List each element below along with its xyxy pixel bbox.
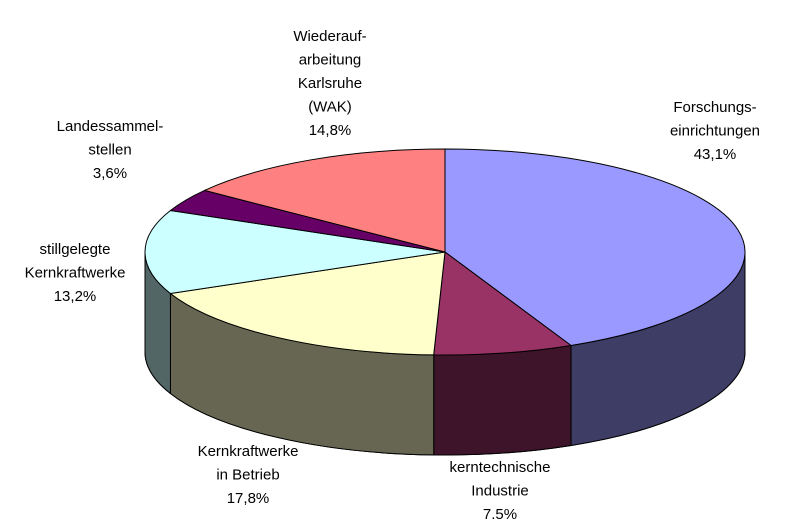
slice-label: stillgelegte (40, 241, 111, 258)
slice-label: (WAK) (308, 98, 352, 115)
pie-slice (444, 148, 746, 346)
pie-slice (144, 210, 446, 294)
pie-slice (204, 148, 446, 253)
value-label: 7,5% (483, 506, 517, 519)
slice-label: Kernkraftwerke (25, 264, 126, 281)
slice-label: Karlsruhe (298, 75, 362, 92)
value-label: 14,8% (309, 122, 352, 139)
value-label: 13,2% (54, 288, 97, 305)
pie-side-face (433, 344, 572, 456)
slice-label: Industrie (471, 482, 529, 499)
value-label: 43,1% (694, 146, 737, 163)
pie-slice (169, 251, 446, 356)
slice-label: Wiederauf- (293, 28, 366, 45)
slice-label: Forschungs- (673, 99, 756, 116)
slice-label: Kernkraftwerke (198, 443, 299, 460)
slice-label: einrichtungen (670, 122, 760, 139)
value-label: 3,6% (93, 165, 127, 182)
slice-label: in Betrieb (216, 466, 279, 483)
slice-label: Landessammel- (57, 118, 164, 135)
slice-label: kerntechnische (450, 459, 551, 476)
slice-label: arbeitung (299, 51, 362, 68)
value-label: 17,8% (227, 490, 270, 507)
pie-slice (433, 251, 572, 356)
slice-label: stellen (88, 141, 131, 158)
